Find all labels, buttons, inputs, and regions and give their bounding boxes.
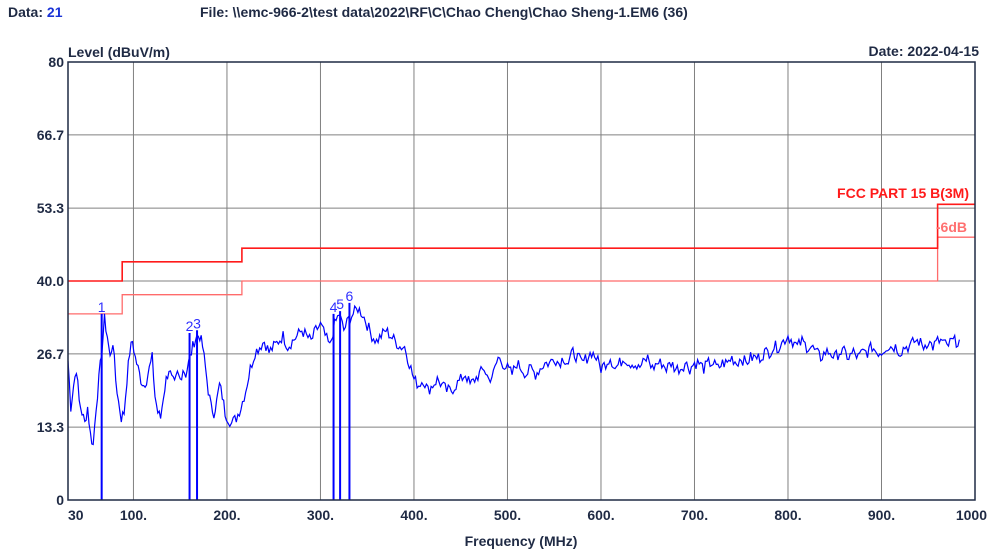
marker-label: 3	[193, 315, 201, 331]
x-tick-label: 300.	[307, 507, 334, 523]
x-tick-label: 200.	[213, 507, 240, 523]
trace-group	[67, 304, 960, 446]
x-axis-label: Frequency (MHz)	[465, 533, 578, 549]
plot-border	[67, 61, 976, 501]
date-label: Date: 2022-04-15	[868, 43, 979, 59]
x-tick-label: 500.	[494, 507, 521, 523]
marker-label: 5	[336, 296, 344, 312]
data-value: 21	[46, 4, 63, 20]
x-tick-label: 800.	[774, 507, 801, 523]
data-label-text: Data:	[8, 4, 44, 20]
axis-ticks: 30 100. 200. 300. 400. 500. 600. 700. 800. 900. 10…	[37, 54, 987, 523]
y-tick-label: 80	[48, 54, 64, 70]
y-axis-label: Level (dBuV/m)	[68, 44, 170, 60]
x-tick-label: 30	[68, 507, 84, 523]
y-tick-label: 53.3	[37, 200, 64, 216]
marker-label: 4	[330, 299, 338, 315]
data-label: Data: 21	[8, 4, 62, 20]
x-tick-label: 600.	[587, 507, 614, 523]
x-tick-label: 1000	[956, 507, 987, 523]
y-tick-label: 0	[56, 492, 64, 508]
x-tick-label: 900.	[868, 507, 895, 523]
markers: 1 2 3 456	[98, 288, 354, 500]
marker-label: 6	[346, 288, 354, 304]
limit-line	[68, 203, 975, 282]
spectrum-trace	[67, 304, 960, 446]
x-tick-label: 700.	[681, 507, 708, 523]
y-tick-label: 13.3	[37, 419, 64, 435]
x-tick-label: 100.	[120, 507, 147, 523]
x-tick-label: 400.	[400, 507, 427, 523]
marker-label: 2	[186, 318, 194, 334]
y-tick-label: 40.0	[37, 273, 64, 289]
marker-label: 1	[98, 299, 106, 315]
y-tick-label: 66.7	[37, 127, 64, 143]
y-tick-label: 26.7	[37, 346, 64, 362]
limit-label: FCC PART 15 B(3M)	[837, 185, 969, 201]
file-path: File: \\emc-966-2\test data\2022\RF\C\Ch…	[200, 4, 688, 20]
limit-lines	[68, 203, 975, 315]
margin-label: -6dB	[936, 219, 967, 235]
